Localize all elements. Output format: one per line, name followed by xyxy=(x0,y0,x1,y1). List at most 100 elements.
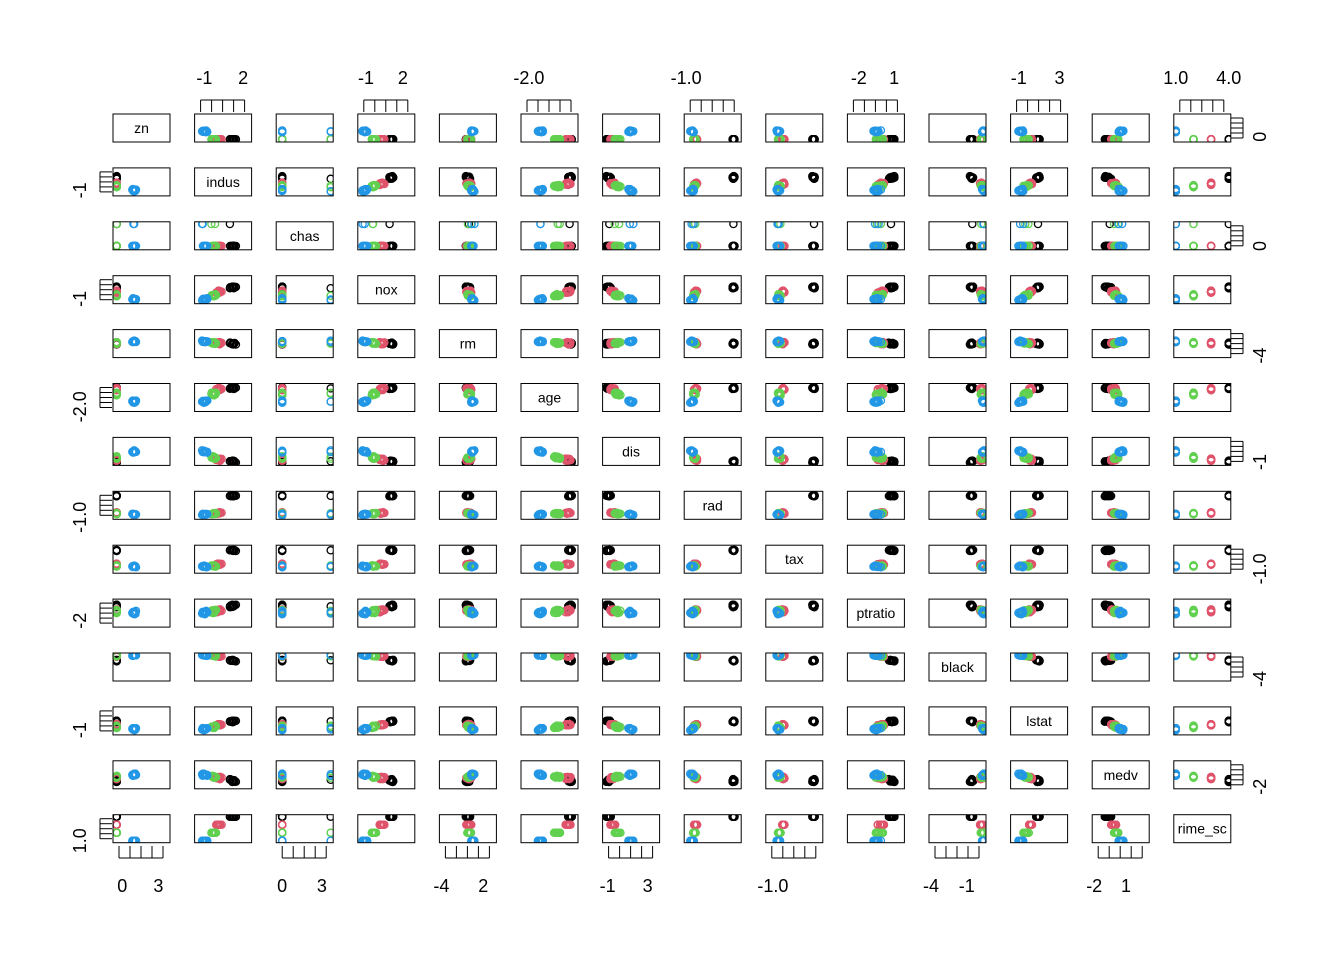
panel-points xyxy=(687,337,739,348)
panel-frame xyxy=(113,168,170,196)
panel-points xyxy=(1101,127,1127,143)
panel-points xyxy=(279,337,335,348)
panel-points xyxy=(279,127,335,143)
panel-chas-vs-crime_scaled xyxy=(1172,220,1232,249)
panel-rm-vs-dis xyxy=(603,330,660,358)
panel-age-vs-chas xyxy=(276,384,334,412)
panel-rm-vs-rm: rm xyxy=(439,330,496,358)
panel-chas-vs-tax xyxy=(766,220,823,249)
data-point xyxy=(113,242,120,249)
panel-points xyxy=(773,283,818,304)
panel-points xyxy=(199,127,240,143)
panel-zn-vs-tax xyxy=(766,114,823,143)
panel-points xyxy=(359,173,397,195)
panel-points xyxy=(966,384,987,407)
panel-age-vs-nox xyxy=(358,384,415,412)
panel-chas-vs-indus xyxy=(195,220,252,249)
panel-age-vs-rm xyxy=(439,384,496,412)
data-point xyxy=(1190,242,1197,249)
panel-indus-vs-black xyxy=(929,168,988,196)
panel-zn-vs-black xyxy=(929,114,988,143)
panel-points xyxy=(966,337,987,348)
panel-points xyxy=(534,127,575,143)
panel-age-vs-zn xyxy=(113,384,170,412)
panel-points xyxy=(1101,337,1127,348)
panel-points xyxy=(1015,220,1043,249)
panel-indus-vs-dis xyxy=(603,168,660,196)
panel-nox-vs-age xyxy=(521,276,578,304)
panel-frame xyxy=(1174,330,1231,358)
panel-points xyxy=(359,220,397,249)
panel-points xyxy=(199,384,240,407)
panel-points xyxy=(1015,173,1043,195)
panel-points xyxy=(1101,220,1127,249)
panel-points xyxy=(199,337,240,348)
panel-points xyxy=(359,384,397,407)
panel-frame xyxy=(1174,168,1231,196)
panel-age-vs-age: age xyxy=(521,384,578,412)
panel-points xyxy=(359,127,397,143)
panel-points xyxy=(1015,127,1043,143)
panel-frame xyxy=(113,276,170,304)
data-point xyxy=(1208,242,1215,249)
panel-rm-vs-chas xyxy=(276,330,334,358)
panel-chas-vs-chas: chas xyxy=(276,222,333,250)
panel-chas-vs-black xyxy=(929,220,988,249)
panel-rm-vs-black xyxy=(929,330,988,358)
panel-nox-vs-rad xyxy=(684,276,741,304)
panel-indus-vs-chas xyxy=(276,168,334,196)
panel-points xyxy=(773,337,818,348)
panel-points xyxy=(279,173,335,195)
panel-rm-vs-crime_scaled xyxy=(1172,330,1232,358)
panel-rm-vs-lstat xyxy=(1011,330,1068,358)
panel-points xyxy=(462,384,478,407)
panel-chas-vs-age xyxy=(521,220,578,249)
panel-indus-vs-zn xyxy=(113,168,170,196)
panel-points xyxy=(870,283,898,304)
panel-zn-vs-lstat xyxy=(1011,114,1068,143)
panel-points xyxy=(279,283,335,304)
panel-nox-vs-chas xyxy=(276,276,334,304)
panel-points xyxy=(687,283,739,304)
panel-points xyxy=(966,220,987,249)
panel-rm-vs-ptratio xyxy=(847,330,904,358)
panel-age-vs-indus xyxy=(195,384,252,412)
panel-points xyxy=(113,384,140,407)
panel-rm-vs-age xyxy=(521,330,578,358)
panel-frame xyxy=(1174,222,1231,250)
panel-age-vs-black xyxy=(929,384,988,412)
panel-nox-vs-crime_scaled xyxy=(1172,276,1232,304)
diag-label: chas xyxy=(290,228,320,244)
panel-points xyxy=(1015,283,1043,304)
panel-zn-vs-chas xyxy=(276,114,334,143)
panel-points xyxy=(966,127,987,143)
panel-points xyxy=(773,384,818,407)
diag-label: indus xyxy=(206,174,239,190)
panel-points xyxy=(1101,173,1127,195)
panel-points xyxy=(113,220,140,249)
panel-points xyxy=(279,384,335,407)
panel-points xyxy=(870,173,898,195)
panel-zn-vs-dis xyxy=(603,114,660,143)
panel-age-vs-dis xyxy=(603,384,660,412)
panel-points xyxy=(1015,337,1043,348)
panel-points xyxy=(603,283,637,304)
panel-chas-vs-zn xyxy=(113,220,170,249)
panel-points xyxy=(870,220,898,249)
diag-label: age xyxy=(538,390,562,406)
panel-points xyxy=(966,283,987,304)
panel-nox-vs-medv xyxy=(1092,276,1149,304)
panel-points xyxy=(687,127,739,143)
panel-chas-vs-rm xyxy=(439,220,496,249)
panel-points xyxy=(359,337,397,348)
panel-chas-vs-ptratio xyxy=(847,220,904,249)
panel-points xyxy=(870,384,898,407)
panel-zn-vs-rm xyxy=(439,114,496,143)
panel-rm-vs-tax xyxy=(766,330,823,358)
diag-label: zn xyxy=(134,120,149,136)
panel-indus-vs-lstat xyxy=(1011,168,1068,196)
panel-points xyxy=(773,127,818,143)
panel-points xyxy=(1172,283,1232,304)
panel-points xyxy=(534,173,575,195)
